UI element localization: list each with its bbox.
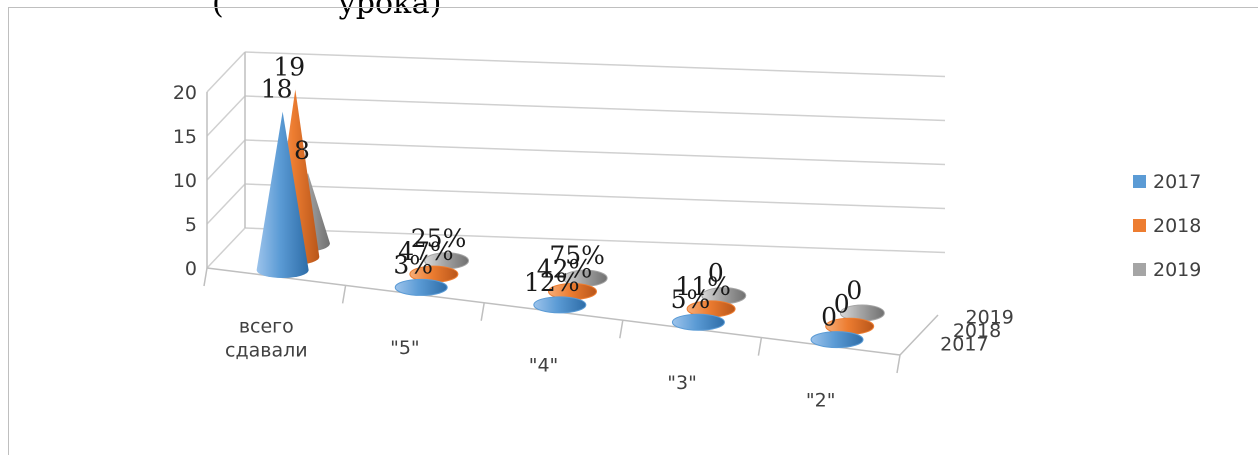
y-tick-label: 0 — [185, 258, 197, 280]
x-category-label: всего сдавали — [225, 316, 308, 362]
disc-2017-4 — [810, 331, 864, 349]
cone-2017-0 — [256, 111, 309, 279]
gridline-side-20 — [206, 51, 246, 93]
data-label: 42% — [537, 255, 593, 284]
data-label: 47% — [398, 237, 454, 266]
floor-right-edge — [899, 314, 939, 356]
y-tick-label: 10 — [173, 170, 197, 192]
disc-2017-3 — [671, 313, 725, 331]
x-category-label: "3" — [667, 372, 697, 394]
data-label: 3% — [393, 250, 433, 279]
y-tick-label: 20 — [173, 82, 197, 104]
legend-label-2019: 2019 — [1153, 259, 1201, 281]
x-category-label: "2" — [806, 389, 836, 411]
legend-swatch-2017 — [1133, 175, 1146, 188]
y-tick-label: 15 — [173, 126, 197, 148]
axis-layer: 0 5 10 15 20 — [173, 52, 939, 374]
data-label: 75% — [549, 241, 605, 270]
data-label: 0 — [846, 276, 862, 305]
legend-swatch-2018 — [1133, 219, 1146, 232]
depth-axis-label: 2018 — [953, 320, 1001, 342]
x-category-label-line: сдавали — [225, 340, 308, 362]
data-label: 11% — [675, 272, 731, 301]
depth-axis-label: 2017 — [940, 333, 988, 355]
marks-layer — [256, 89, 885, 349]
disc-2017-1 — [394, 278, 448, 296]
x-category-label-line: всего — [239, 316, 294, 338]
x-category-label: "5" — [390, 337, 420, 359]
depth-axis-label: 2019 — [965, 307, 1013, 329]
x-tick — [480, 302, 485, 321]
data-label: 18 — [261, 75, 293, 104]
header-text-fragment: ( урока) — [212, 0, 442, 21]
legend: 2017 2018 2019 — [1133, 171, 1201, 281]
data-label: 0 — [708, 259, 724, 288]
x-tick — [619, 320, 624, 339]
x-tick — [896, 354, 901, 374]
gridline-back-20 — [244, 51, 946, 78]
data-label: 12% — [524, 268, 580, 297]
gridline-side-0 — [206, 227, 246, 269]
chart-frame — [8, 7, 1258, 455]
data-label: 19 — [273, 53, 305, 82]
gridline-side-15 — [206, 95, 246, 137]
gridline-side-5 — [206, 183, 246, 225]
data-label: 0 — [821, 303, 837, 332]
legend-swatch-2019 — [1133, 263, 1146, 276]
gridline-back-15 — [244, 95, 946, 122]
y-tick-label: 5 — [185, 214, 197, 236]
x-tick — [341, 285, 347, 304]
disc-2017-2 — [533, 296, 587, 314]
x-tick — [203, 267, 208, 287]
data-label: 25% — [411, 224, 467, 253]
data-label: 8 — [294, 136, 310, 165]
gridline-side-10 — [206, 139, 246, 181]
data-label: 5% — [671, 285, 711, 314]
gridline-back-10 — [244, 139, 946, 166]
x-category-label: "4" — [529, 355, 559, 377]
data-label: 0 — [834, 289, 850, 318]
legend-label-2018: 2018 — [1153, 215, 1201, 237]
grid-layer — [206, 51, 946, 269]
gridline-back-0 — [244, 227, 946, 254]
gridline-back-5 — [244, 183, 946, 210]
x-tick — [757, 337, 763, 356]
legend-label-2017: 2017 — [1153, 171, 1201, 193]
